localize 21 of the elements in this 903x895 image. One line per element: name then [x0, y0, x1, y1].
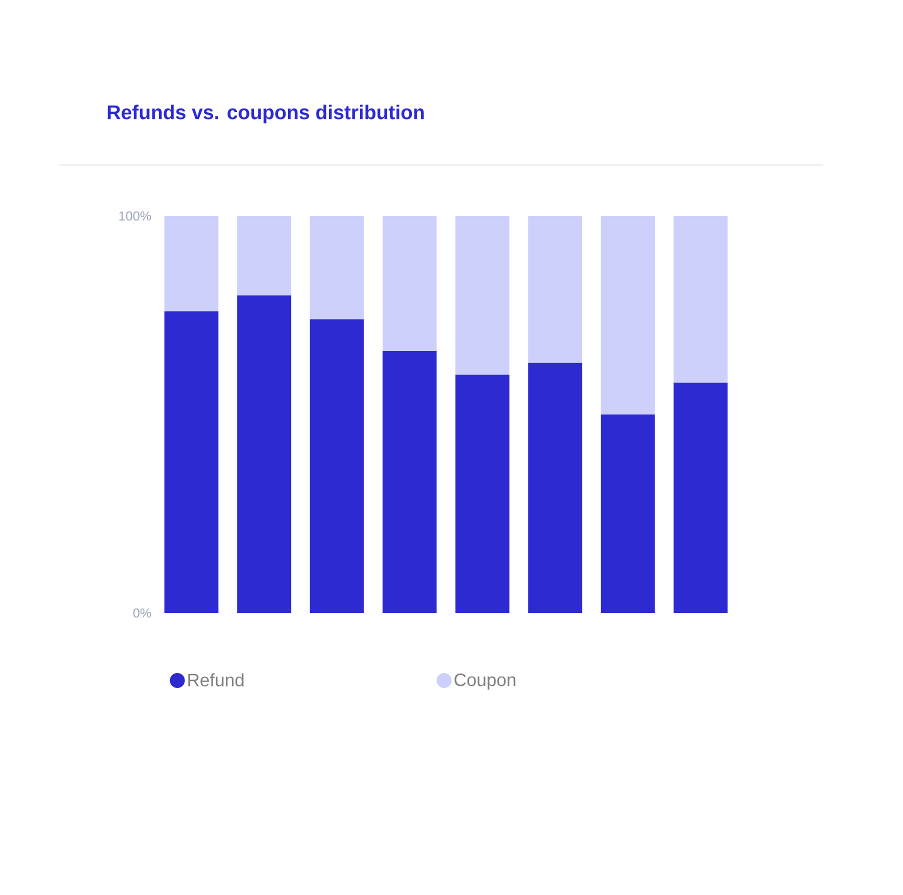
chart-title: Refunds vs. coupons distribution — [108, 104, 424, 124]
bar — [455, 216, 510, 375]
bar — [310, 216, 364, 320]
legend-label: Coupon — [454, 673, 516, 690]
bar — [528, 362, 582, 613]
bar — [600, 414, 655, 613]
bar — [237, 216, 292, 296]
legend-label: Refund — [188, 673, 244, 686]
bar — [455, 374, 510, 613]
bar — [164, 216, 218, 312]
bar — [674, 382, 728, 613]
y-tick-label: 100% — [119, 211, 152, 221]
bar — [674, 216, 728, 383]
bar — [237, 295, 292, 613]
y-tick-label: 0% — [133, 608, 152, 618]
bar — [310, 319, 364, 613]
bar — [528, 216, 582, 363]
bar — [600, 216, 655, 414]
bar — [164, 311, 218, 613]
bar — [382, 216, 437, 351]
bar — [382, 350, 437, 613]
